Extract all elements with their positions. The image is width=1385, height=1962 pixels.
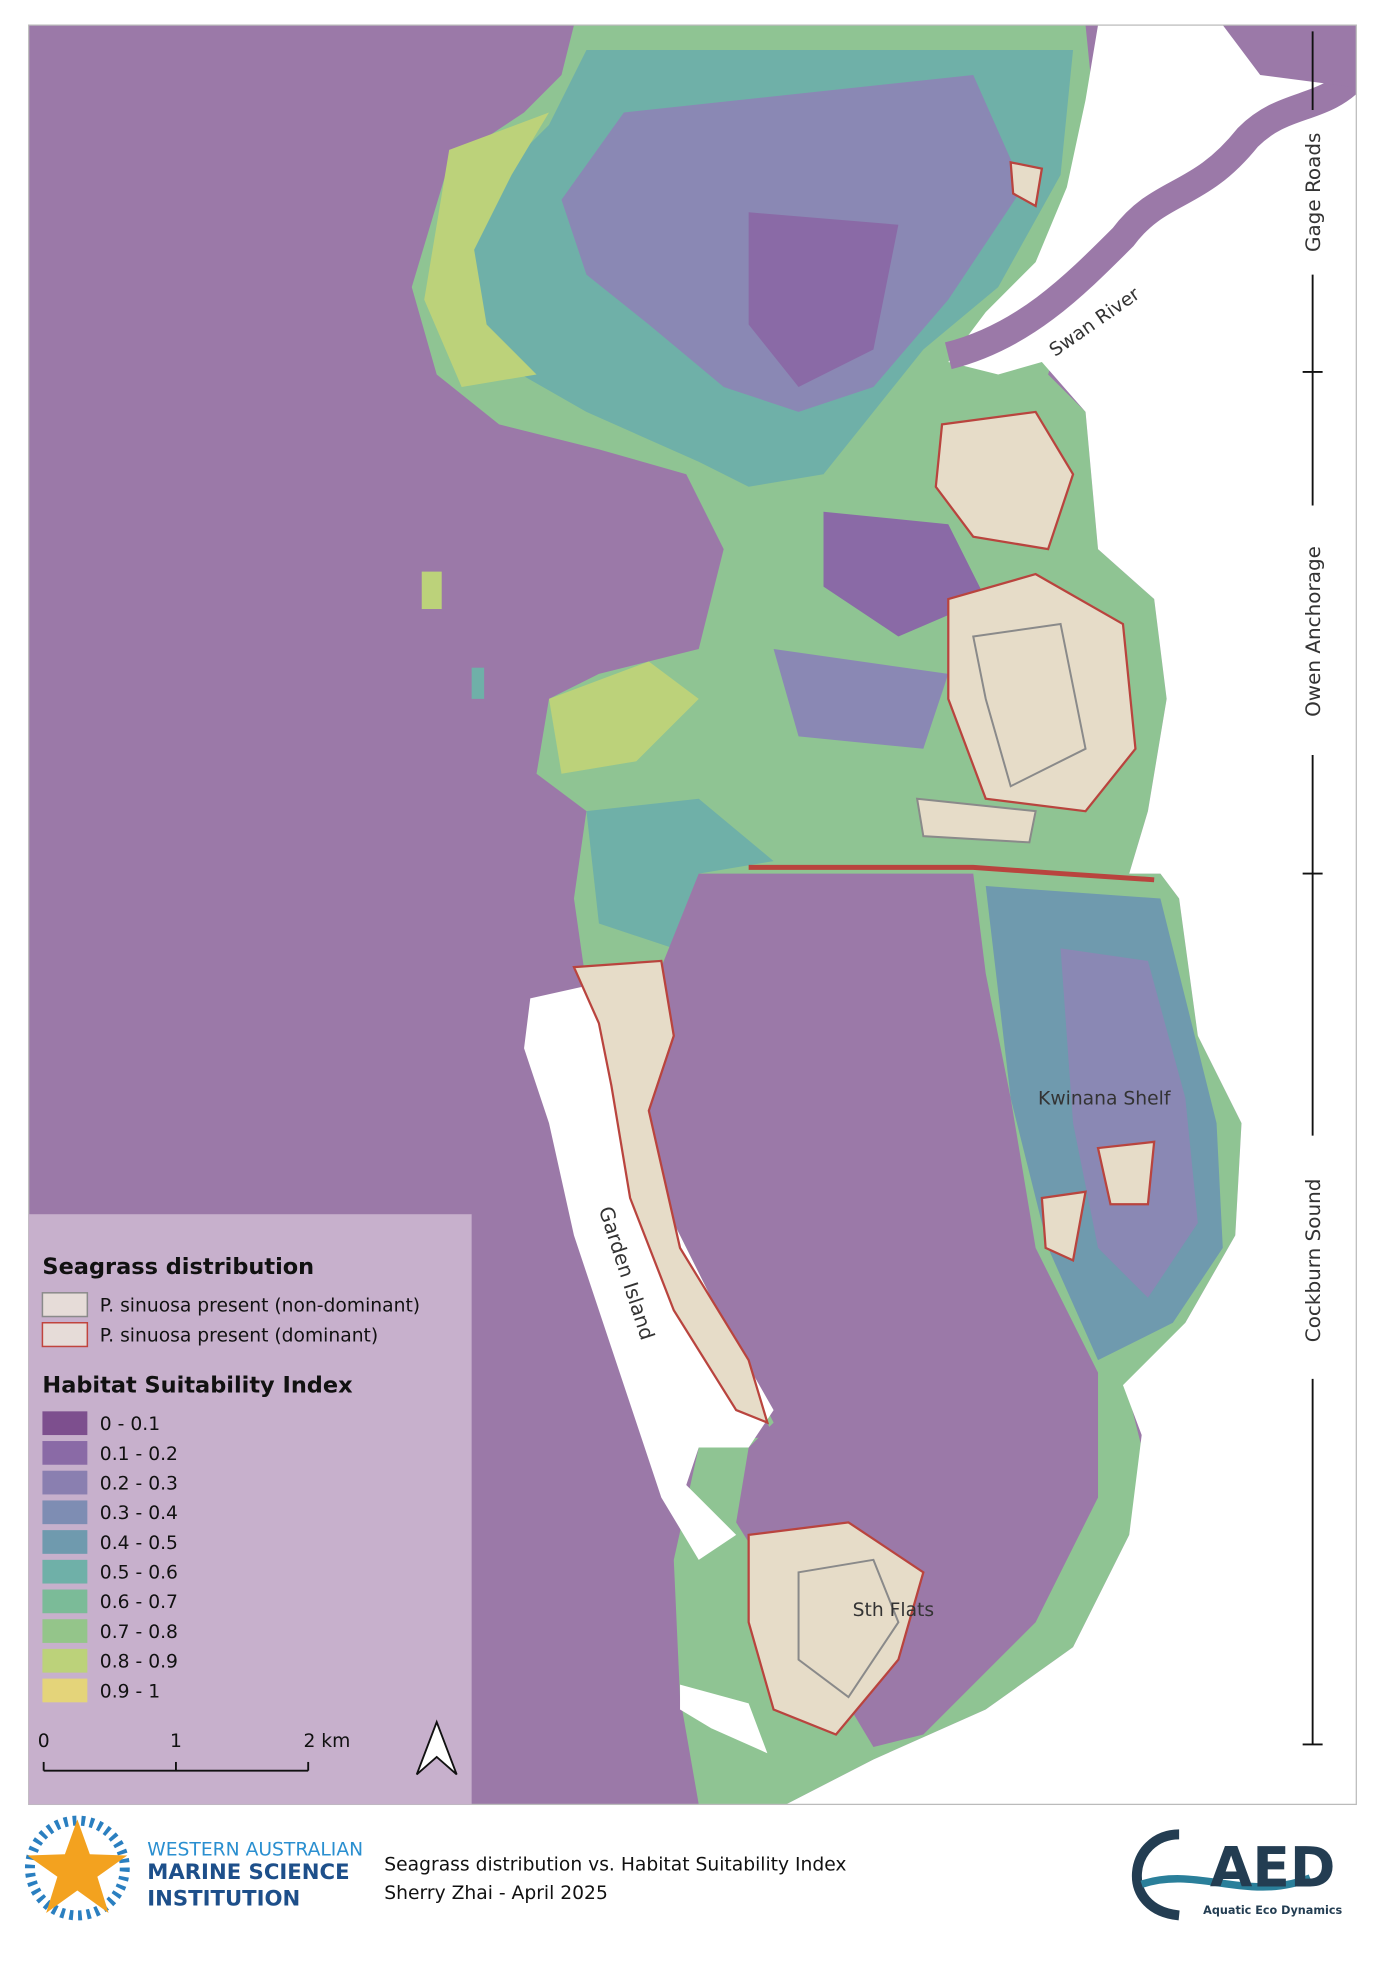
high-zone — [424, 112, 550, 387]
institution-line: INSTITUTION — [147, 1886, 300, 1911]
seagrass-dominant — [748, 864, 1155, 883]
legend-swatch — [42, 1619, 88, 1643]
legend-label: 0.3 - 0.4 — [100, 1503, 178, 1524]
legend-swatch — [41, 1292, 89, 1318]
garden-island — [524, 985, 774, 1560]
legend-label: 0 - 0.1 — [100, 1414, 160, 1435]
deep-zone — [748, 212, 899, 387]
north-arrow — [415, 1719, 458, 1776]
teal-zone — [586, 798, 774, 949]
place-label: Sth Flats — [853, 1600, 935, 1621]
zone-label: Cockburn Sound — [1301, 1179, 1325, 1343]
scale-label: 1 — [170, 1731, 182, 1752]
legend-label: 0.6 - 0.7 — [100, 1592, 178, 1613]
place-label: Kwinana Shelf — [1038, 1088, 1171, 1109]
deep-zone — [773, 648, 949, 749]
aed-logo: AED Aquatic Eco Dynamics — [1132, 1829, 1343, 1921]
basin — [648, 873, 1099, 1747]
map-frame — [28, 24, 1357, 1806]
high-zone — [549, 661, 699, 774]
aed-wave — [1140, 1874, 1312, 1891]
teal-zone — [471, 667, 485, 699]
legend: Seagrass distribution Habitat Suitabilit… — [28, 1214, 472, 1805]
zone-label: Gage Roads — [1301, 133, 1325, 252]
deep-zone — [1060, 948, 1198, 1298]
scale-bar — [42, 1761, 310, 1772]
logo-dots — [24, 1815, 130, 1921]
legend-label: 0.7 - 0.8 — [100, 1622, 178, 1643]
legend-label: P. sinuosa present (dominant) — [100, 1325, 378, 1346]
scale-label: 0 — [38, 1731, 50, 1752]
land — [680, 1684, 768, 1754]
legend-swatch — [42, 1411, 88, 1436]
legend-swatch — [42, 1678, 88, 1703]
footer-title: Seagrass distribution vs. Habitat Suitab… — [384, 1855, 846, 1876]
footer-author: Sherry Zhai - April 2025 — [384, 1883, 608, 1904]
land — [786, 25, 1357, 1805]
legend-label: P. sinuosa present (non-dominant) — [100, 1296, 420, 1317]
legend-label: 0.2 - 0.3 — [100, 1473, 178, 1494]
legend-label: 0.5 - 0.6 — [100, 1563, 178, 1584]
legend-title: Seagrass distribution — [42, 1254, 314, 1280]
legend-label: 0.4 - 0.5 — [100, 1533, 178, 1554]
legend-swatch — [42, 1559, 88, 1584]
swan-river — [1222, 25, 1357, 88]
legend-box — [28, 1214, 472, 1805]
legend-swatch — [41, 1322, 89, 1348]
legend-swatch — [42, 1530, 88, 1554]
swan-river — [944, 65, 1357, 370]
legend-swatch — [42, 1500, 88, 1525]
scale-label: 2 km — [303, 1731, 350, 1752]
legend-swatch — [42, 1648, 88, 1673]
seagrass-non-dominant — [797, 622, 1087, 1699]
legend-swatch — [42, 1589, 88, 1614]
logo-star — [27, 1819, 128, 1913]
zone-label: Owen Anchorage — [1301, 546, 1325, 717]
legend-label: 0.9 - 1 — [100, 1681, 160, 1702]
legend-swatch — [42, 1441, 88, 1465]
zone-ruler — [1302, 31, 1323, 1746]
high-zone — [421, 571, 442, 610]
legend-label: 0.1 - 0.2 — [100, 1444, 178, 1465]
institution-line: WESTERN AUSTRALIAN — [147, 1840, 363, 1861]
legend-swatch — [42, 1470, 88, 1495]
wamsi-logo — [24, 1815, 130, 1921]
aed-swoosh — [1132, 1829, 1180, 1921]
legend-label: 0.8 - 0.9 — [100, 1652, 178, 1673]
aed-letters: AED — [1210, 1836, 1336, 1900]
deep-zone — [823, 511, 986, 637]
aed-tagline: Aquatic Eco Dynamics — [1203, 1904, 1342, 1917]
legend-title: Habitat Suitability Index — [42, 1373, 353, 1399]
institution-line: MARINE SCIENCE — [147, 1860, 349, 1885]
